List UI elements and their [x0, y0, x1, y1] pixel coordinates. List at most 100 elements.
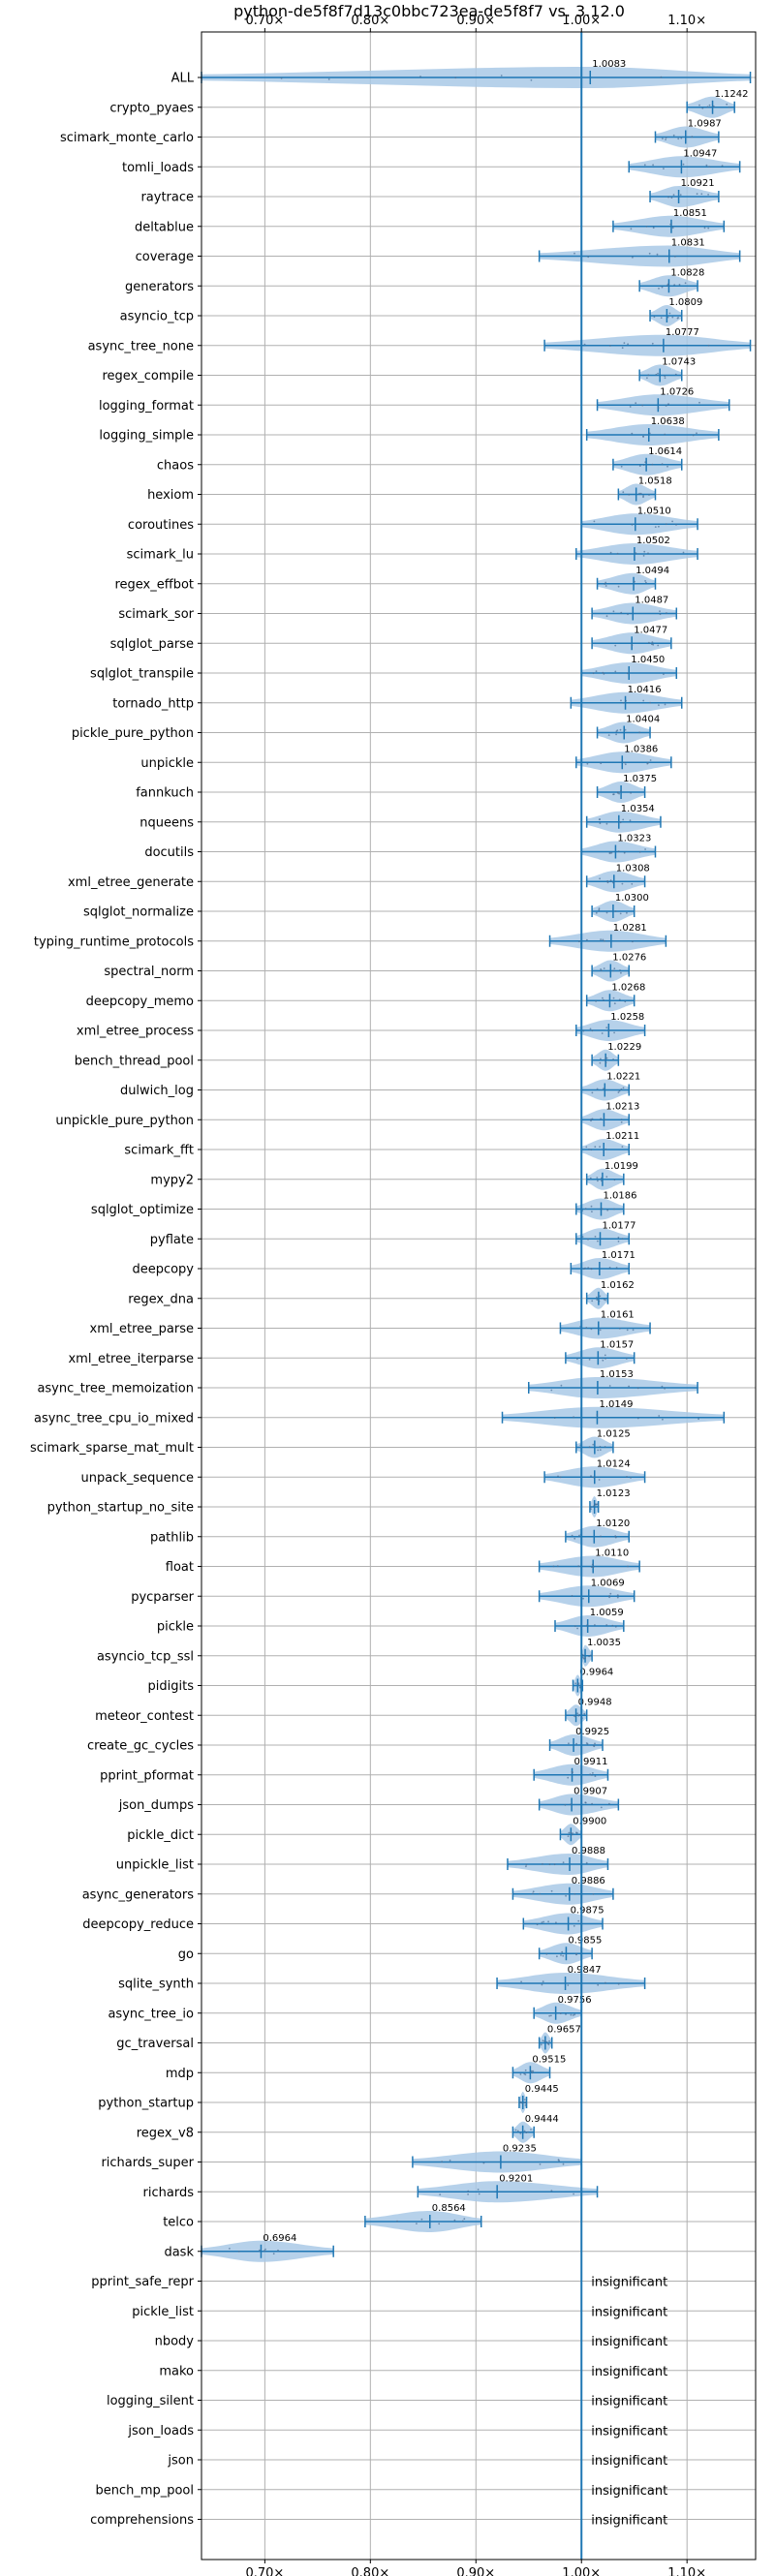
median-label: 0.9756	[558, 1995, 592, 2006]
median-label: 1.0124	[597, 1458, 631, 1469]
sample-point	[588, 1359, 591, 1361]
sample-point	[591, 1802, 593, 1805]
y-tick-label: coverage	[136, 250, 194, 264]
sample-point	[612, 610, 615, 613]
sample-point	[594, 1775, 597, 1777]
sample-point	[557, 2159, 560, 2162]
median-label: 1.0123	[597, 1488, 631, 1499]
median-label: 1.0638	[651, 416, 685, 427]
y-tick-label: async_tree_io	[108, 2007, 194, 2021]
y-tick-label: generators	[125, 280, 194, 294]
y-tick-label: create_gc_cycles	[87, 1739, 194, 1754]
sample-point	[666, 284, 668, 287]
sample-point	[599, 822, 602, 825]
sample-point	[613, 967, 616, 970]
sample-point	[259, 2249, 261, 2252]
sample-point	[605, 615, 608, 618]
sample-point	[603, 1088, 604, 1090]
sample-point	[708, 104, 711, 107]
sample-point	[584, 1801, 587, 1804]
x-tick-label-top: 0.70×	[245, 14, 284, 28]
sample-point	[658, 525, 660, 528]
sample-point	[649, 759, 652, 761]
sample-point	[645, 581, 647, 584]
y-tick-label: ALL	[171, 72, 195, 86]
sample-point	[525, 1865, 527, 1868]
sample-point	[642, 464, 645, 466]
sample-point	[599, 1449, 602, 1451]
y-tick-label: scimark_fft	[124, 1144, 194, 1158]
sample-point	[572, 1832, 574, 1834]
sample-point	[592, 1893, 595, 1895]
sample-point	[420, 2218, 423, 2221]
median-label: 0.9847	[568, 1965, 602, 1976]
median-label: 1.0375	[623, 774, 657, 784]
sample-point	[596, 1296, 598, 1299]
sample-point	[614, 910, 617, 912]
sample-point	[594, 1146, 597, 1149]
sample-point	[568, 1831, 571, 1834]
sample-point	[669, 223, 672, 226]
sample-point	[585, 1146, 588, 1149]
median-label: 0.9515	[532, 2054, 566, 2065]
sample-point	[622, 701, 625, 704]
sample-point	[597, 1240, 599, 1242]
sample-point	[666, 465, 668, 468]
sample-point	[591, 1300, 594, 1303]
y-tick-label: richards_super	[101, 2156, 194, 2170]
median-label: 1.0743	[662, 357, 696, 368]
sample-point	[577, 1684, 580, 1686]
sample-point	[626, 1476, 628, 1478]
median-label: 1.0404	[626, 715, 660, 725]
y-tick-label: mypy2	[150, 1173, 194, 1187]
sample-point	[618, 792, 620, 795]
y-tick-label: coroutines	[128, 518, 194, 533]
sample-point	[599, 1446, 602, 1448]
sample-point	[598, 1479, 601, 1481]
median-label: 1.0211	[605, 1131, 639, 1142]
sample-point	[548, 1863, 551, 1866]
sample-point	[631, 524, 634, 526]
sample-point	[524, 2101, 527, 2104]
sample-point	[662, 1418, 664, 1421]
median-label: 0.9948	[578, 1697, 612, 1707]
median-label: 1.0323	[617, 834, 651, 844]
sample-point	[461, 2220, 464, 2223]
sample-point	[542, 1920, 544, 1923]
sample-point	[598, 908, 601, 911]
sample-point	[556, 1565, 559, 1568]
median-label: 1.0171	[602, 1250, 636, 1261]
sample-point	[670, 197, 673, 199]
sample-point	[574, 1892, 576, 1895]
sample-point	[441, 2161, 443, 2163]
median-label: 1.0059	[590, 1608, 624, 1618]
sample-point	[482, 2162, 485, 2164]
sample-point	[599, 1329, 602, 1332]
sample-point	[560, 1384, 563, 1387]
sample-point	[707, 227, 710, 230]
sample-point	[548, 2039, 550, 2042]
y-tick-label: asyncio_tcp_ssl	[97, 1649, 194, 1664]
sample-point	[617, 850, 620, 852]
sample-point	[565, 2013, 567, 2015]
sample-point	[599, 818, 601, 820]
median-label: 1.0851	[673, 208, 707, 219]
sample-point	[654, 526, 657, 528]
x-tick-label-top: 1.00×	[562, 14, 601, 28]
insignificant-label: insignificant	[591, 2454, 667, 2469]
sample-point	[615, 1267, 618, 1269]
sample-point	[701, 107, 704, 109]
sample-point	[594, 1236, 597, 1238]
y-tick-label: fannkuch	[136, 786, 194, 801]
sample-point	[571, 1770, 574, 1773]
sample-point	[675, 524, 677, 526]
median-label: 0.9875	[571, 1906, 604, 1917]
sample-point	[608, 1596, 610, 1599]
median-label: 1.0416	[628, 685, 662, 695]
y-tick-label: pyflate	[150, 1233, 194, 1247]
y-tick-label: logging_format	[99, 399, 194, 414]
sample-point	[604, 1981, 606, 1984]
sample-point	[652, 643, 655, 646]
sample-point	[419, 76, 421, 77]
